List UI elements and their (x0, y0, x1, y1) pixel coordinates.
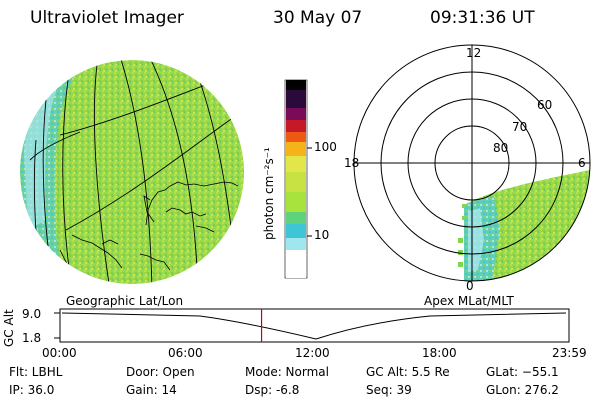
colorbar-tick-100: 100 (314, 140, 337, 154)
info-mode: Mode: Normal (245, 365, 329, 379)
info-door: Door: Open (126, 365, 195, 379)
globe-image (20, 60, 244, 284)
timeline-tick-4: 23:59 (552, 346, 587, 360)
timeline-tick-0: 00:00 (42, 346, 77, 360)
mlat-ring-70: 70 (512, 120, 528, 134)
timeline-panel (54, 308, 570, 343)
info-gc-alt: GC Alt: 5.5 Re (366, 365, 450, 379)
colorbar (284, 79, 312, 279)
timeline-tick-2: 12:00 (295, 346, 330, 360)
mlat-ring-80: 80 (493, 141, 509, 155)
colorbar-unit-label: photon cm⁻²s⁻¹ (262, 147, 276, 240)
date-label: 30 May 07 (273, 8, 363, 28)
info-dsp: Dsp: -6.8 (245, 383, 300, 397)
info-glat: GLat: −55.1 (486, 365, 559, 379)
timeline-y-top: 9.0 (22, 307, 42, 321)
time-label: 09:31:36 UT (430, 8, 535, 28)
info-glon: GLon: 276.2 (486, 383, 559, 397)
info-filter: Flt: LBHL (9, 365, 63, 379)
mlt-label-12: 12 (466, 46, 482, 60)
timeline-tick-1: 06:00 (168, 346, 203, 360)
mlat-ring-60: 60 (537, 98, 553, 112)
colorbar-tick-10: 10 (314, 228, 330, 242)
info-ip: IP: 36.0 (9, 383, 55, 397)
timeline-y-bottom: 1.8 (22, 331, 42, 345)
mlt-label-6: 6 (578, 156, 586, 170)
info-seq: Seq: 39 (366, 383, 412, 397)
timeline-tick-3: 18:00 (422, 346, 457, 360)
timeline-y-label: GC Alt (2, 309, 16, 347)
geographic-caption: Geographic Lat/Lon (66, 294, 184, 308)
apex-caption: Apex MLat/MLT (424, 294, 514, 308)
mlt-label-18: 18 (344, 156, 360, 170)
mlt-label-0: 0 (466, 279, 474, 293)
info-gain: Gain: 14 (126, 383, 177, 397)
instrument-title: Ultraviolet Imager (30, 8, 184, 28)
polar-plot (353, 44, 591, 282)
